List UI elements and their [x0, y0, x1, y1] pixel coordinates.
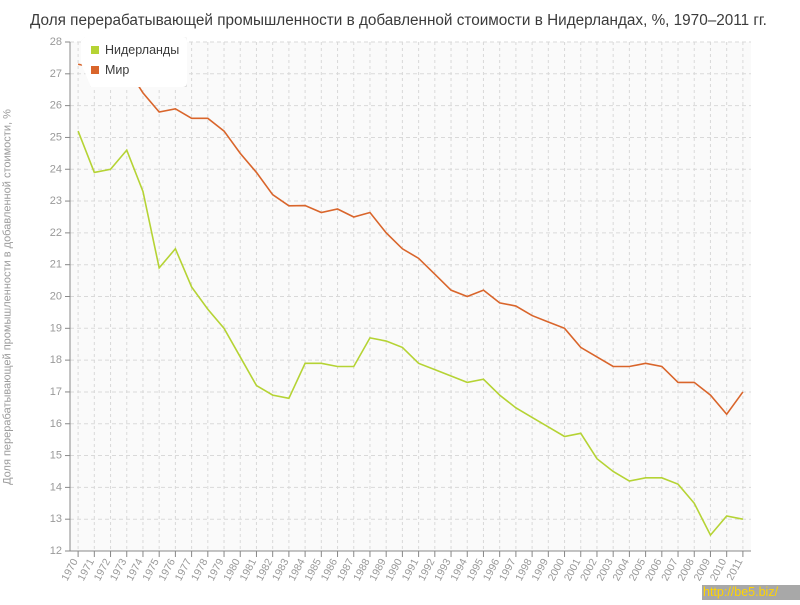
svg-text:28: 28 [50, 36, 62, 48]
svg-text:20: 20 [50, 291, 62, 303]
svg-text:17: 17 [50, 386, 62, 398]
svg-text:18: 18 [50, 354, 62, 366]
svg-text:24: 24 [50, 163, 62, 175]
svg-text:14: 14 [50, 481, 62, 493]
svg-text:13: 13 [50, 513, 62, 525]
svg-text:19: 19 [50, 322, 62, 334]
svg-text:26: 26 [50, 100, 62, 112]
svg-text:15: 15 [50, 450, 62, 462]
svg-text:12: 12 [50, 545, 62, 557]
svg-text:25: 25 [50, 131, 62, 143]
svg-text:27: 27 [50, 68, 62, 80]
svg-text:23: 23 [50, 195, 62, 207]
svg-text:22: 22 [50, 227, 62, 239]
svg-text:16: 16 [50, 418, 62, 430]
svg-text:21: 21 [50, 259, 62, 271]
